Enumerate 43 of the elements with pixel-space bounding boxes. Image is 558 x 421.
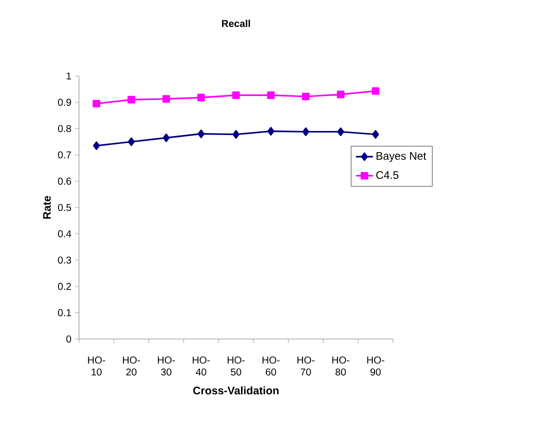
y-tick-label: 0.5: [58, 204, 72, 212]
x-axis-title: Cross-Validation: [193, 386, 279, 394]
point: [336, 90, 344, 98]
y-tick-label: 0.4: [58, 230, 72, 238]
y-tick-label: 1: [66, 72, 72, 80]
point: [162, 95, 170, 103]
legend-label: Bayes Net: [376, 152, 426, 162]
y-tick-label: 0.8: [58, 125, 72, 132]
x-tick-label: HO-70: [297, 356, 314, 376]
y-tick-label: 0.7: [58, 151, 71, 158]
x-tick-label: HO-20: [123, 356, 140, 376]
point: [267, 91, 275, 99]
x-tick-label: HO-10: [88, 356, 106, 376]
y-tick-label: 0.3: [58, 256, 72, 264]
point: [232, 91, 240, 99]
y-tick-label: 0.1: [58, 309, 72, 316]
point: [93, 141, 100, 150]
y-tick-label: 0.9: [58, 98, 72, 106]
point: [232, 130, 240, 139]
y-tick-label: 0: [66, 335, 72, 343]
y-tick-label: 0.6: [58, 178, 72, 185]
point: [197, 94, 205, 102]
y-tick-label: 0.2: [58, 282, 71, 290]
point: [267, 126, 274, 136]
point: [337, 127, 344, 136]
point: [162, 134, 170, 142]
x-tick-label: HO-60: [262, 356, 280, 376]
point: [92, 100, 100, 108]
x-tick-label: HO-30: [158, 356, 175, 376]
x-tick-label: HO-80: [332, 356, 350, 376]
point: [128, 137, 135, 146]
point: [372, 130, 379, 139]
x-tick-label: HO-40: [192, 356, 210, 376]
point: [198, 130, 205, 138]
y-axis-title: Rate: [43, 196, 51, 219]
x-tick-label: HO-50: [228, 356, 245, 376]
chart-title: Recall: [222, 20, 250, 28]
x-tick-label: HO-90: [367, 356, 384, 376]
legend-label: C4.5: [376, 171, 398, 179]
point: [128, 96, 136, 104]
point: [302, 127, 310, 136]
point: [372, 87, 380, 95]
point: [302, 92, 310, 100]
